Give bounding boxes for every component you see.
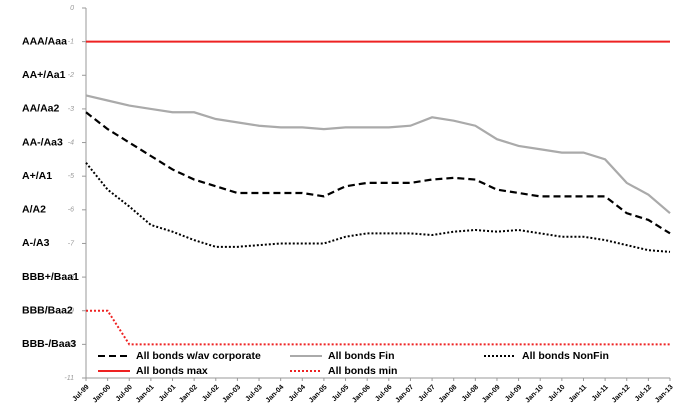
x-tick-label: Jan-09 (481, 384, 502, 405)
legend-label: All bonds NonFin (522, 350, 609, 362)
x-tick-label: Jul-04 (288, 384, 307, 403)
y-tick-label: -8 (68, 274, 74, 281)
rating-label: AA-/Aa3 (22, 136, 63, 148)
x-tick-label: Jul-05 (331, 384, 350, 403)
rating-label: AAA/Aaa (22, 35, 67, 47)
rating-label: AA/Aa2 (22, 103, 60, 115)
series-line (86, 309, 670, 346)
y-tick-label: -11 (64, 375, 74, 382)
rating-label: BBB+/Baa1 (22, 271, 79, 283)
legend-label: All bonds w/av corporate (136, 350, 261, 362)
x-tick-label: Jan-01 (135, 384, 156, 405)
rating-label: A-/A3 (22, 237, 50, 249)
x-tick-label: Jul-11 (591, 384, 610, 403)
legend-label: All bonds min (328, 365, 397, 377)
series-line (85, 162, 671, 253)
y-tick-label: -6 (68, 207, 74, 214)
rating-label: A+/A1 (22, 170, 52, 182)
x-tick-label: Jan-07 (395, 384, 416, 405)
x-tick-label: Jan-08 (438, 384, 459, 405)
legend-label: All bonds Fin (328, 350, 395, 362)
x-tick-label: Jan-12 (611, 384, 632, 405)
x-tick-label: Jan-04 (265, 384, 286, 405)
x-tick-label: Jul-07 (418, 384, 437, 403)
x-tick-label: Jul-02 (201, 384, 220, 403)
x-tick-label: Jul-03 (244, 384, 263, 403)
y-tick-label: -2 (68, 72, 74, 79)
legend-label: All bonds max (136, 365, 208, 377)
rating-label: AA+/Aa1 (22, 69, 66, 81)
x-tick-label: Jan-10 (524, 384, 545, 405)
x-tick-label: Jul-99 (71, 384, 90, 403)
y-tick-label: -5 (68, 173, 74, 180)
x-tick-label: Jan-03 (221, 384, 242, 405)
y-tick-label: -9 (68, 308, 74, 315)
x-tick-label: Jul-00 (115, 384, 134, 403)
x-tick-label: Jul-09 (504, 384, 523, 403)
y-tick-label: -1 (68, 38, 74, 45)
x-tick-label: Jan-11 (568, 384, 588, 404)
rating-label: BBB-/Baa3 (22, 338, 76, 350)
x-tick-label: Jan-13 (654, 384, 675, 405)
x-tick-label: Jul-08 (461, 384, 480, 403)
y-tick-label: 0 (70, 5, 74, 12)
x-tick-label: Jul-06 (374, 384, 393, 403)
x-tick-label: Jan-02 (178, 384, 199, 405)
rating-label: BBB/Baa2 (22, 305, 73, 317)
x-tick-label: Jan-00 (92, 384, 113, 405)
y-tick-label: -7 (68, 240, 75, 247)
y-tick-label: -10 (64, 341, 74, 348)
x-tick-label: Jan-05 (308, 384, 329, 405)
y-tick-label: -4 (68, 139, 74, 146)
x-tick-label: Jul-10 (547, 384, 566, 403)
x-tick-label: Jul-01 (158, 384, 177, 403)
y-tick-label: -3 (68, 106, 74, 113)
series-line (85, 94, 671, 215)
rating-label: A/A2 (22, 204, 46, 216)
series-line (85, 111, 671, 235)
x-tick-label: Jul-12 (634, 384, 653, 403)
x-tick-label: Jan-06 (351, 384, 372, 405)
